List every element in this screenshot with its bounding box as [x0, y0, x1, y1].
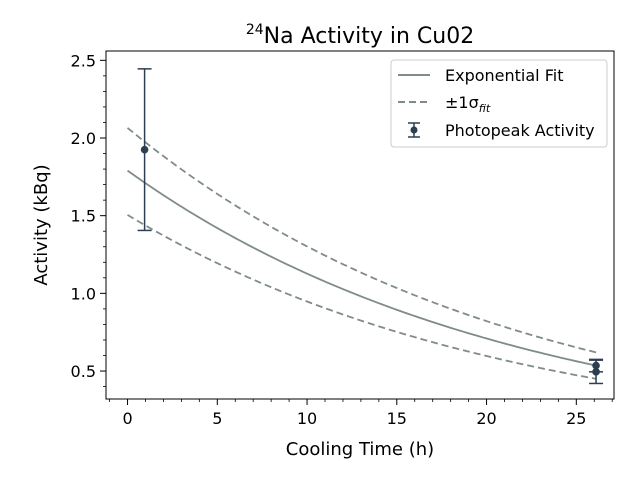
legend: Exponential Fit ±1σfit Photopeak Activit… [390, 59, 608, 148]
legend-box [390, 59, 608, 148]
legend-band-label: ±1σfit [445, 93, 491, 115]
y-tick-label: 1.5 [71, 207, 96, 226]
x-tick-label: 15 [387, 409, 407, 428]
x-tick-label: 5 [212, 409, 222, 428]
band-upper-curve [126, 127, 597, 354]
legend-points-swatch [408, 122, 420, 138]
legend-points-label: Photopeak Activity [445, 121, 595, 140]
chart-title: 24Na Activity in Cu02 [246, 22, 474, 49]
y-axis: 0.5 1.0 1.5 2.0 2.5 [71, 51, 106, 387]
y-tick-label: 2.5 [71, 51, 96, 70]
x-tick-label: 20 [476, 409, 496, 428]
data-point [140, 145, 149, 154]
fit-curve [127, 169, 597, 367]
title-main: Na Activity in Cu02 [264, 24, 475, 49]
y-tick-label: 1.0 [71, 284, 96, 303]
legend-band-subscript: fit [479, 102, 491, 115]
y-tick-label: 0.5 [71, 362, 96, 381]
title-superscript: 24 [246, 22, 264, 38]
plot-frame [105, 50, 615, 400]
plot-content [126, 68, 604, 385]
y-axis-label: Activity (kBq) [31, 164, 52, 285]
legend-fit-label: Exponential Fit [445, 66, 563, 85]
x-axis-label: Cooling Time (h) [286, 439, 434, 460]
band-lower-curve [127, 214, 597, 380]
x-tick-label: 25 [566, 409, 586, 428]
x-axis: 0 5 10 15 20 25 [109, 399, 613, 428]
data-point [592, 368, 600, 376]
legend-band-prefix: ±1σ [445, 93, 479, 112]
x-tick-label: 10 [297, 409, 317, 428]
x-tick-label: 0 [122, 409, 132, 428]
y-tick-label: 2.0 [71, 129, 96, 148]
